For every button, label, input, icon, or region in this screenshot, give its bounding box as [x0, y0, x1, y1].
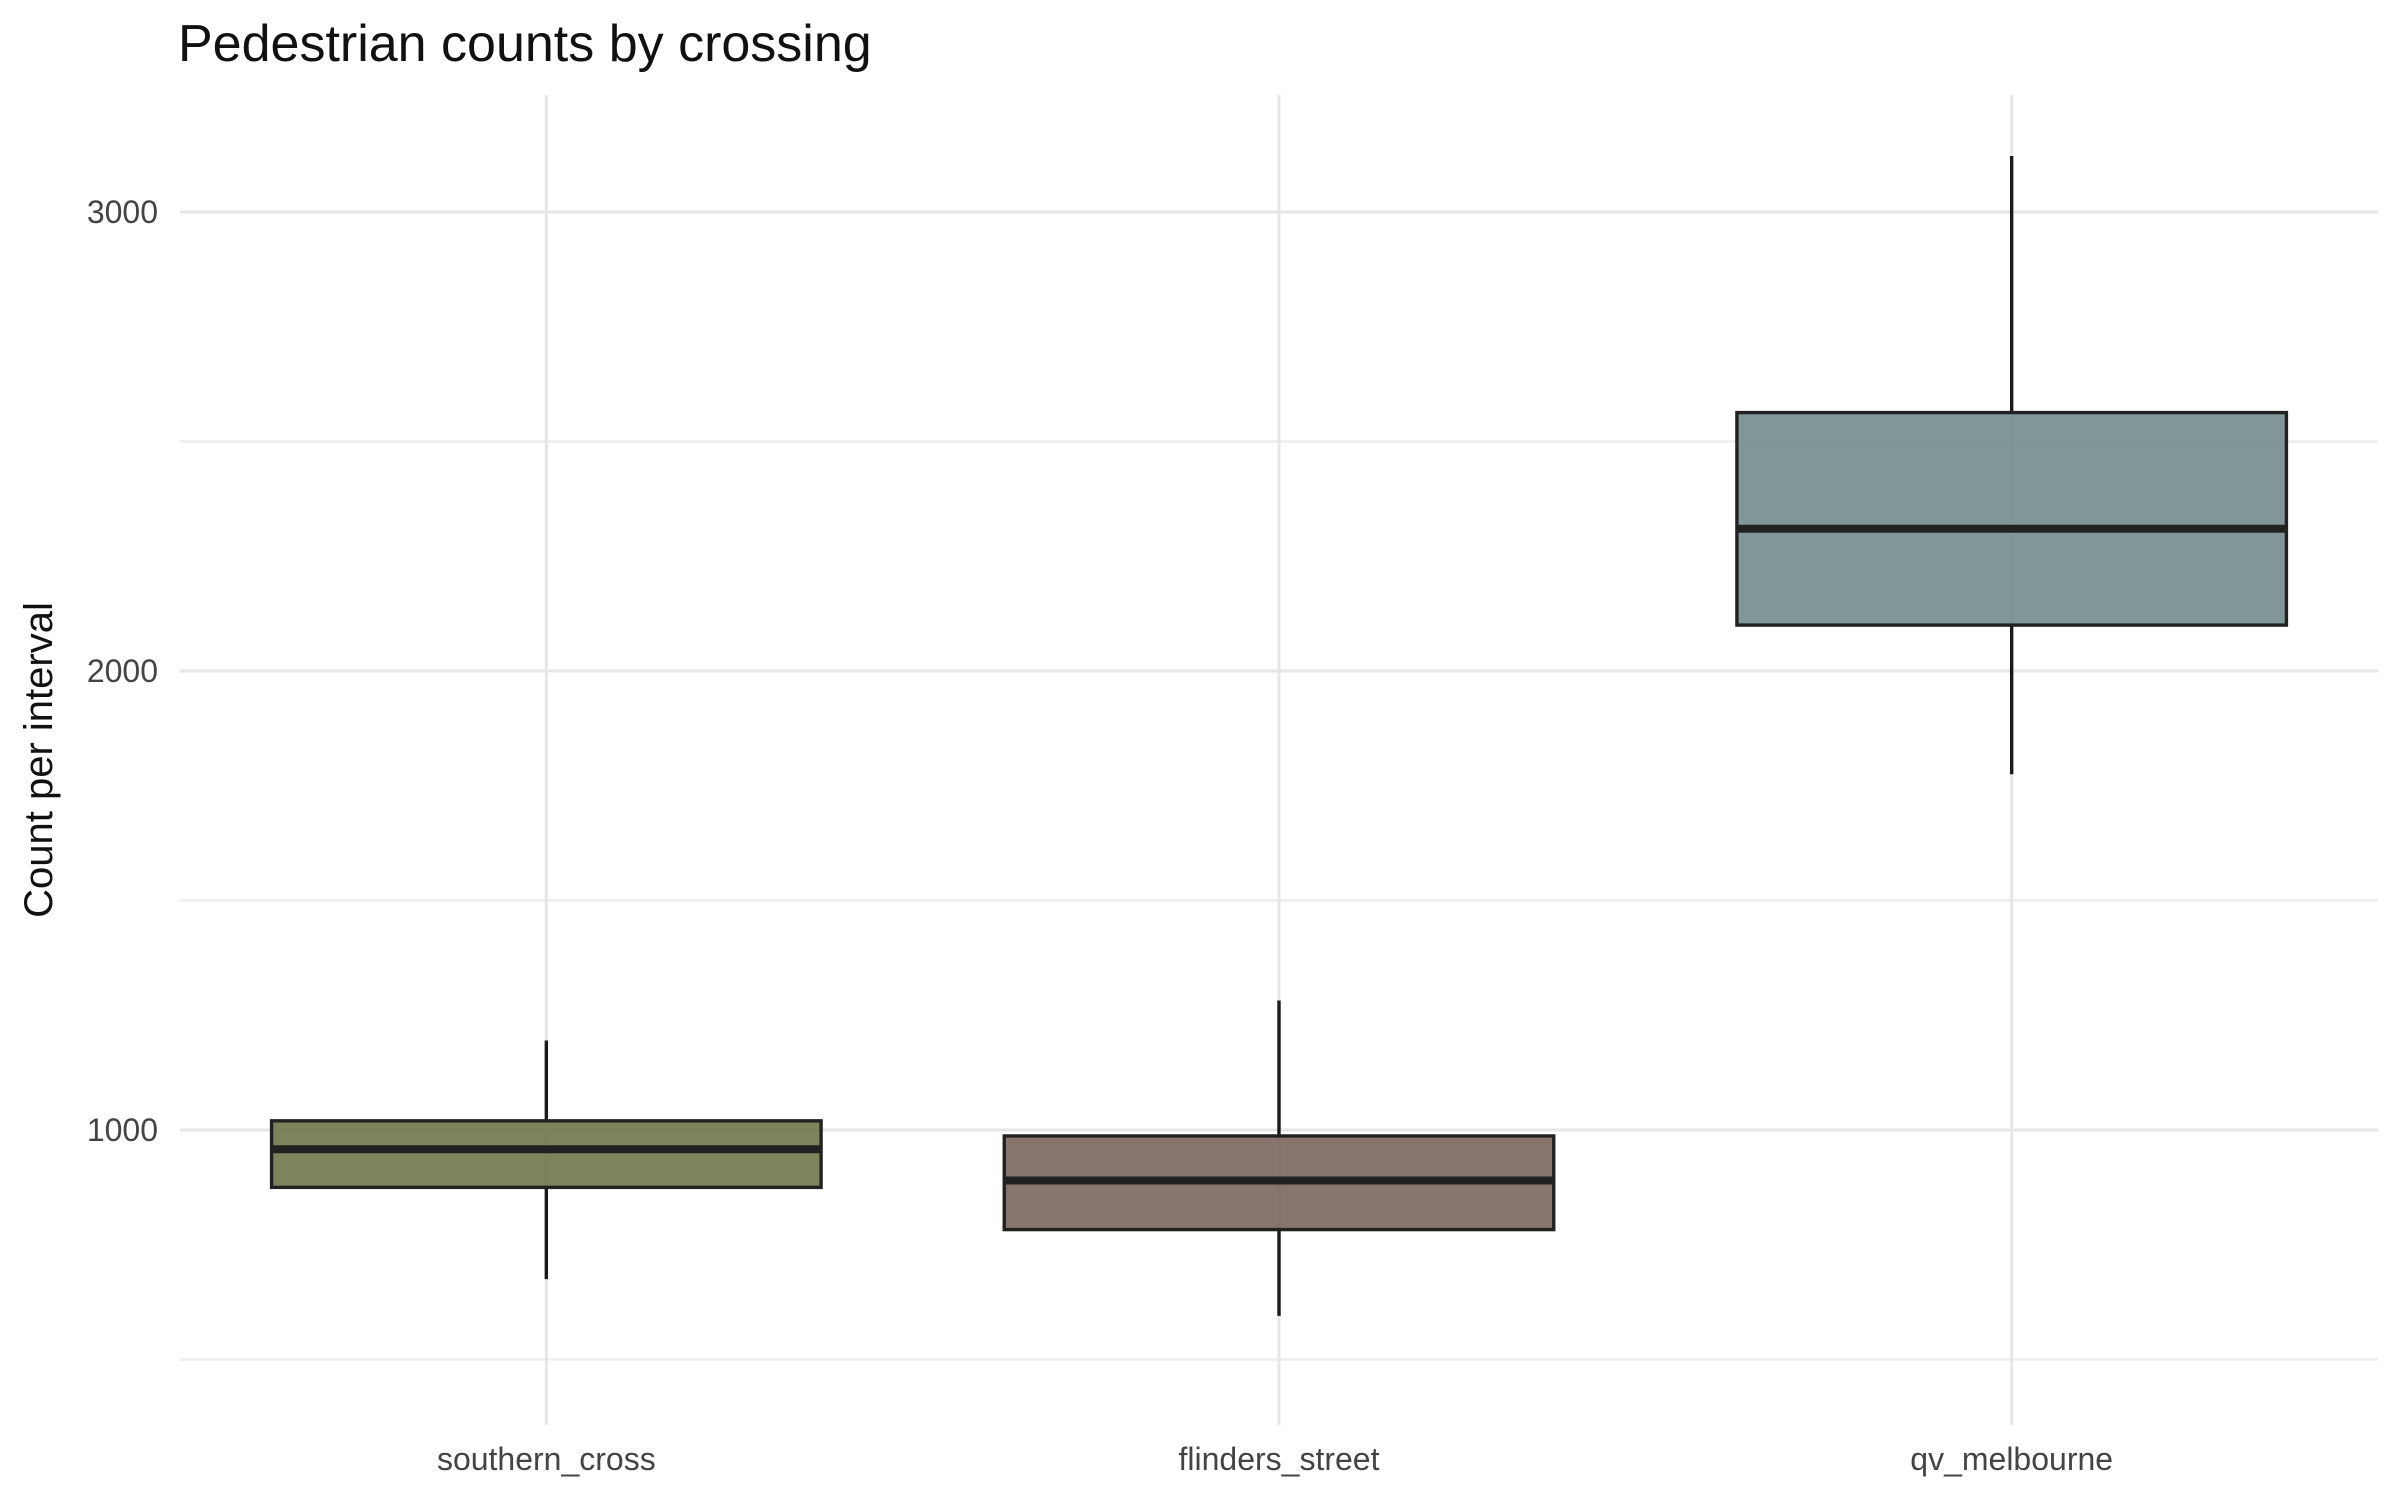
x-tick-label: qv_melbourne: [1910, 1441, 2113, 1477]
x-tick-label: southern_cross: [437, 1441, 656, 1477]
box-layer: [269, 156, 2289, 1316]
y-tick-label: 1000: [87, 1112, 158, 1148]
tick-layer: 1000 2000 3000 southern_cross flinders_stree…: [87, 194, 2113, 1477]
box-iqr: [1735, 410, 2289, 627]
y-tick-label: 3000: [87, 194, 158, 230]
y-axis-label: Count per interval: [17, 602, 61, 918]
y-tick-label: 2000: [87, 653, 158, 689]
x-tick-label: flinders_street: [1179, 1441, 1380, 1477]
chart-title: Pedestrian counts by crossing: [178, 15, 872, 73]
box-iqr: [269, 1119, 823, 1190]
